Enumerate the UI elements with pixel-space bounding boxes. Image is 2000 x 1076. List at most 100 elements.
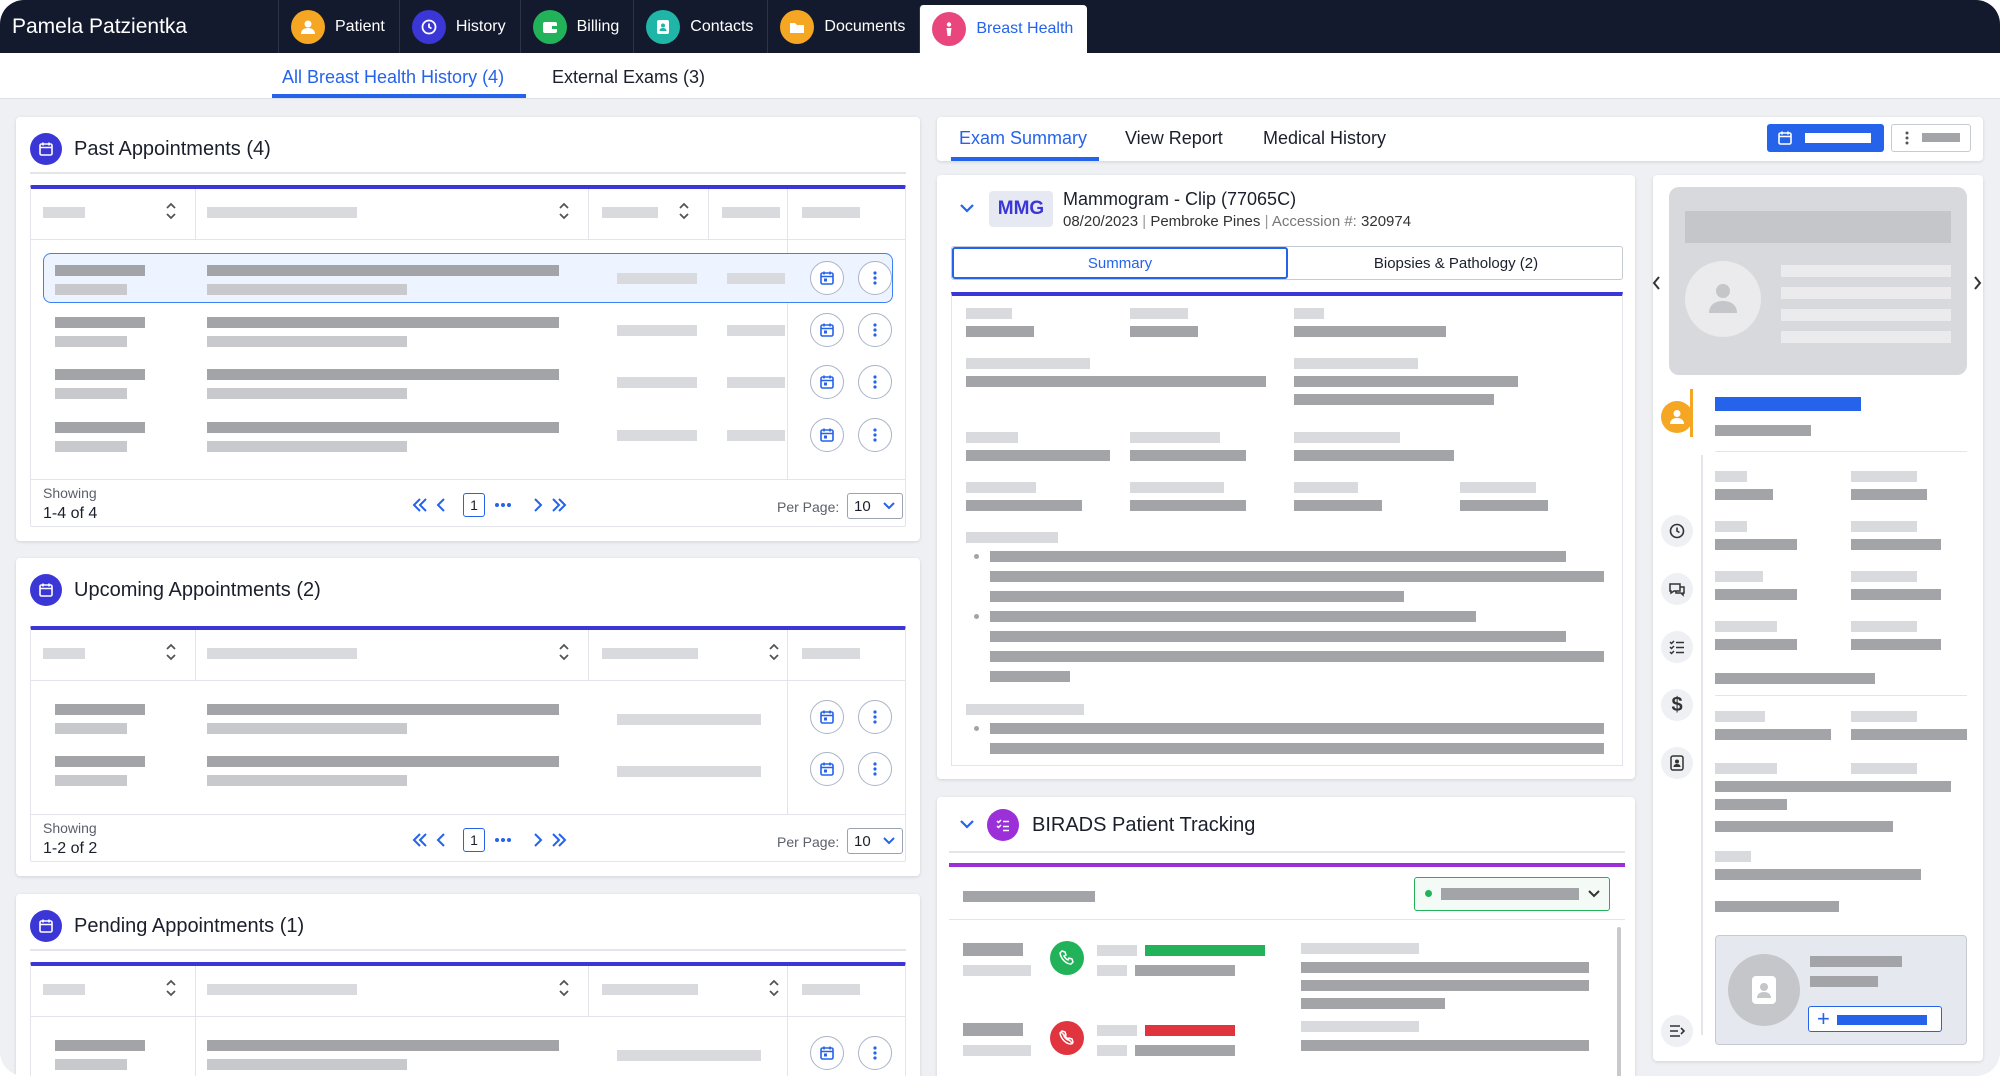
sort-icon[interactable] xyxy=(558,978,570,998)
column-header[interactable] xyxy=(722,207,780,218)
collapse-panel-icon[interactable] xyxy=(1661,1015,1693,1047)
more-options-button[interactable] xyxy=(858,261,892,295)
dollar-icon[interactable]: $ xyxy=(1661,689,1693,721)
column-header[interactable] xyxy=(602,984,698,995)
sort-icon[interactable] xyxy=(768,642,780,662)
more-options-button[interactable] xyxy=(858,365,892,399)
tab-breast-health[interactable]: Breast Health xyxy=(919,5,1088,53)
column-header[interactable] xyxy=(802,984,860,995)
showing-value: 1-4 of 4 xyxy=(43,505,98,522)
calendar-icon xyxy=(820,1046,834,1060)
tab-patient[interactable]: Patient xyxy=(278,0,399,53)
pagination-more-next-last-icon[interactable] xyxy=(491,495,581,515)
schedule-action-button[interactable] xyxy=(1767,124,1884,152)
schedule-button[interactable] xyxy=(810,365,844,399)
pagination-first-prev-icon[interactable] xyxy=(411,495,457,515)
pagination-first-prev-icon[interactable] xyxy=(411,830,457,850)
per-page-select[interactable]: 10 xyxy=(847,493,903,519)
showing-value: 1-2 of 2 xyxy=(43,840,98,857)
schedule-button[interactable] xyxy=(810,418,844,452)
sort-icon[interactable] xyxy=(768,978,780,998)
checklist-icon xyxy=(987,809,1019,841)
calendar-icon xyxy=(1778,131,1792,145)
history-icon xyxy=(411,9,446,44)
chat-icon[interactable] xyxy=(1661,573,1693,605)
column-header[interactable] xyxy=(602,648,698,659)
sort-icon[interactable] xyxy=(678,201,690,221)
subtab-all-history[interactable]: All Breast Health History (4) xyxy=(282,67,505,87)
upcoming-appointments-panel: Upcoming Appointments (2) Showing 1-2 of… xyxy=(16,558,920,876)
tab-view-report[interactable]: View Report xyxy=(1125,128,1223,148)
chevron-right-icon[interactable] xyxy=(1971,275,1983,291)
tab-exam-summary[interactable]: Exam Summary xyxy=(959,128,1088,148)
schedule-button[interactable] xyxy=(810,1036,844,1070)
per-page-value: 10 xyxy=(854,497,871,515)
scrollbar[interactable] xyxy=(1617,927,1621,1076)
column-header[interactable] xyxy=(43,984,85,995)
pending-appointments-header: Pending Appointments (1) xyxy=(30,910,304,942)
schedule-button[interactable] xyxy=(810,261,844,295)
accession-number: 320974 xyxy=(1361,213,1412,230)
past-appointments-panel: Past Appointments (4) xyxy=(16,117,920,541)
more-actions-button[interactable] xyxy=(1891,124,1971,152)
segment-summary[interactable]: Summary xyxy=(952,247,1288,279)
subtab-external-exams[interactable]: External Exams (3) xyxy=(552,67,706,87)
tab-history[interactable]: History xyxy=(398,0,520,53)
segment-biopsies-pathology[interactable]: Biopsies & Pathology (2) xyxy=(1373,254,1539,272)
more-options-button[interactable] xyxy=(858,313,892,347)
column-header[interactable] xyxy=(207,207,357,218)
cell-placeholder xyxy=(55,265,145,276)
exam-tabbar: Exam Summary View Report Medical History xyxy=(937,117,1983,161)
more-options-button[interactable] xyxy=(858,418,892,452)
add-button[interactable]: + xyxy=(1808,1006,1942,1032)
history-icon[interactable] xyxy=(1661,515,1693,547)
column-header[interactable] xyxy=(43,648,85,659)
current-page[interactable]: 1 xyxy=(463,493,485,517)
column-header[interactable] xyxy=(207,648,357,659)
sort-icon[interactable] xyxy=(558,201,570,221)
calendar-icon xyxy=(30,574,62,606)
showing-label: Showing xyxy=(43,485,97,501)
status-select[interactable] xyxy=(1414,877,1610,911)
patient-sidebar: $ + xyxy=(1651,175,1983,1061)
cell-placeholder xyxy=(727,273,785,284)
exam-summary-panel: MMG Mammogram - Clip (77065C) 08/20/2023… xyxy=(937,175,1635,779)
schedule-button[interactable] xyxy=(810,700,844,734)
pagination-more-next-last-icon[interactable] xyxy=(491,830,581,850)
chevron-down-icon[interactable] xyxy=(959,203,975,215)
calendar-icon xyxy=(820,710,834,724)
column-header[interactable] xyxy=(207,984,357,995)
schedule-button[interactable] xyxy=(810,313,844,347)
column-header[interactable] xyxy=(802,207,860,218)
column-header[interactable] xyxy=(602,207,658,218)
kebab-icon xyxy=(873,710,877,724)
per-page-select[interactable]: 10 xyxy=(847,828,903,854)
tab-medical-history[interactable]: Medical History xyxy=(1263,128,1387,148)
birads-tracking-panel: BIRADS Patient Tracking xyxy=(937,797,1635,1076)
more-options-button[interactable] xyxy=(858,752,892,786)
tab-history-label: History xyxy=(455,17,506,35)
tab-patient-label: Patient xyxy=(335,17,385,35)
sort-icon[interactable] xyxy=(558,642,570,662)
column-header[interactable] xyxy=(43,207,85,218)
tab-billing[interactable]: Billing xyxy=(519,0,634,53)
sort-icon[interactable] xyxy=(165,642,177,662)
tab-contacts[interactable]: Contacts xyxy=(633,0,767,53)
tab-documents[interactable]: Documents xyxy=(767,0,919,53)
phone-icon xyxy=(1050,941,1084,975)
more-options-button[interactable] xyxy=(858,700,892,734)
schedule-button[interactable] xyxy=(810,752,844,786)
chevron-down-icon[interactable] xyxy=(959,819,975,831)
past-appointments-title: Past Appointments (4) xyxy=(74,137,271,160)
calendar-icon xyxy=(820,271,834,285)
more-options-button[interactable] xyxy=(858,1036,892,1070)
checklist-icon[interactable] xyxy=(1661,631,1693,663)
chevron-left-icon[interactable] xyxy=(1651,275,1663,291)
contact-card-icon[interactable] xyxy=(1661,747,1693,779)
current-page[interactable]: 1 xyxy=(463,828,485,852)
sort-icon[interactable] xyxy=(165,201,177,221)
sort-icon[interactable] xyxy=(165,978,177,998)
person-icon[interactable] xyxy=(1661,401,1693,433)
column-header[interactable] xyxy=(802,648,860,659)
